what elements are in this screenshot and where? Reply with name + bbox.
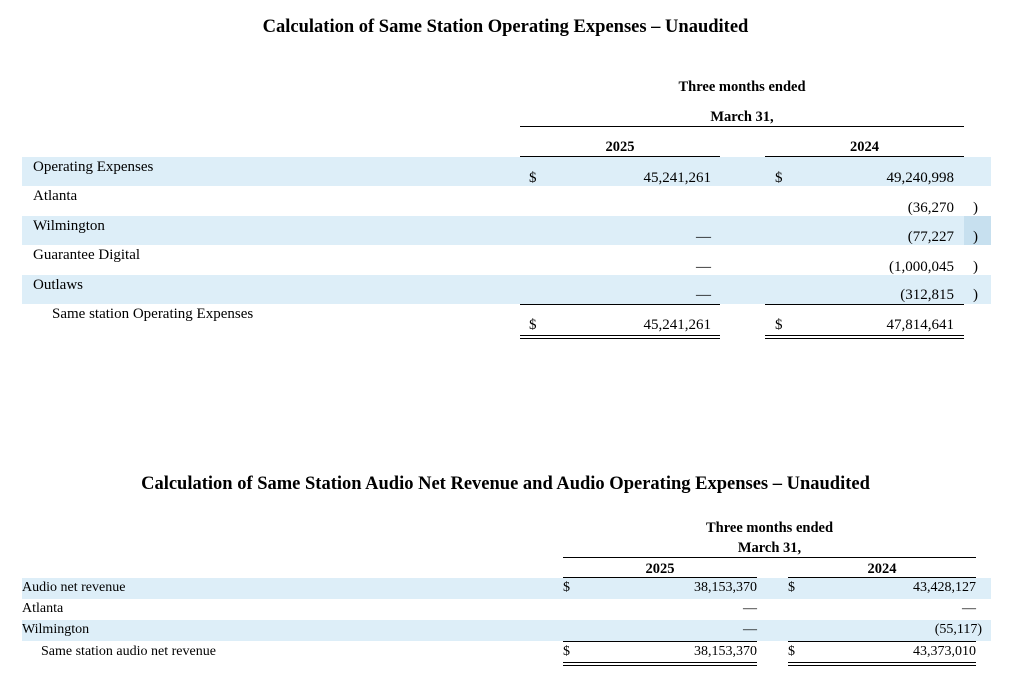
row-label: Same station Operating Expenses bbox=[52, 306, 254, 322]
dollar-sign: $ bbox=[788, 644, 795, 659]
value-2024: 47,814,641 bbox=[886, 317, 955, 333]
value-2025: 45,241,261 bbox=[643, 170, 712, 186]
value-2024: (36,270 bbox=[907, 200, 954, 216]
value-2025: 38,153,370 bbox=[694, 644, 757, 659]
table2-total-double-rule-2024 bbox=[788, 662, 976, 666]
value-2025: — bbox=[743, 601, 757, 616]
table2-subtotal-rule-2025 bbox=[563, 641, 757, 642]
table1-col-rule-2024 bbox=[765, 156, 964, 157]
table2-band-row3 bbox=[22, 620, 991, 641]
value-2025: — bbox=[743, 622, 757, 637]
row-label: Operating Expenses bbox=[33, 159, 154, 175]
table1-title: Calculation of Same Station Operating Ex… bbox=[262, 17, 749, 37]
table2-header-line2: March 31, bbox=[737, 540, 802, 556]
value-2024: — bbox=[962, 601, 976, 616]
row-label: Atlanta bbox=[33, 188, 78, 204]
table2-total-double-rule-2025 bbox=[563, 662, 757, 666]
dollar-sign: $ bbox=[529, 317, 537, 333]
table2-header-line1: Three months ended bbox=[705, 520, 834, 536]
table1-subtotal-rule-2024 bbox=[765, 304, 964, 305]
close-paren: ) bbox=[973, 287, 978, 303]
table2-col-rule-2025 bbox=[563, 577, 757, 578]
table1-subtotal-rule-2025 bbox=[520, 304, 720, 305]
table2-col-2024: 2024 bbox=[867, 561, 897, 577]
table1-header-line2: March 31, bbox=[710, 109, 774, 125]
table1-total-double-rule-2024 bbox=[765, 335, 964, 339]
dollar-sign: $ bbox=[563, 580, 570, 595]
row-label: Guarantee Digital bbox=[33, 247, 141, 263]
value-2024: (1,000,045 bbox=[889, 259, 954, 275]
table1-col-rule-2025 bbox=[520, 156, 720, 157]
table1-band-row5 bbox=[22, 275, 991, 304]
table1-total-double-rule-2025 bbox=[520, 335, 720, 339]
value-2025: — bbox=[696, 229, 711, 245]
table2-header-rule bbox=[563, 557, 976, 558]
value-2025: — bbox=[696, 287, 711, 303]
table1-header-rule bbox=[520, 126, 964, 127]
table1-band-row1 bbox=[22, 157, 991, 186]
row-label: Same station audio net revenue bbox=[41, 644, 216, 659]
table2-col-rule-2024 bbox=[788, 577, 976, 578]
row-label: Outlaws bbox=[33, 277, 83, 293]
value-2024: (77,227 bbox=[907, 229, 954, 245]
table1-band-row3 bbox=[22, 216, 964, 245]
close-paren: ) bbox=[973, 259, 978, 275]
row-label: Atlanta bbox=[22, 601, 64, 616]
value-2024: (55,117) bbox=[934, 622, 982, 637]
value-2025: 38,153,370 bbox=[694, 580, 757, 595]
value-2025: — bbox=[696, 259, 711, 275]
table1-highlight-cell bbox=[964, 216, 991, 245]
table1-col-2025: 2025 bbox=[605, 139, 635, 155]
row-label: Wilmington bbox=[22, 622, 90, 637]
value-2025: 45,241,261 bbox=[643, 317, 712, 333]
value-2024: 49,240,998 bbox=[886, 170, 955, 186]
table2-title: Calculation of Same Station Audio Net Re… bbox=[141, 474, 870, 494]
value-2024: (312,815 bbox=[900, 287, 954, 303]
dollar-sign: $ bbox=[529, 170, 537, 186]
dollar-sign: $ bbox=[563, 644, 570, 659]
table2-col-2025: 2025 bbox=[645, 561, 675, 577]
table2-subtotal-rule-2024 bbox=[788, 641, 976, 642]
close-paren: ) bbox=[973, 229, 978, 245]
dollar-sign: $ bbox=[775, 317, 783, 333]
row-label: Wilmington bbox=[33, 218, 105, 234]
value-2024: 43,373,010 bbox=[913, 644, 976, 659]
table1-col-2024: 2024 bbox=[850, 139, 879, 155]
table2-band-row1 bbox=[22, 578, 991, 599]
dollar-sign: $ bbox=[788, 580, 795, 595]
dollar-sign: $ bbox=[775, 170, 783, 186]
close-paren: ) bbox=[973, 200, 978, 216]
value-2024: 43,428,127 bbox=[913, 580, 976, 595]
row-label: Audio net revenue bbox=[22, 580, 126, 595]
table1-header-line1: Three months ended bbox=[678, 79, 806, 95]
